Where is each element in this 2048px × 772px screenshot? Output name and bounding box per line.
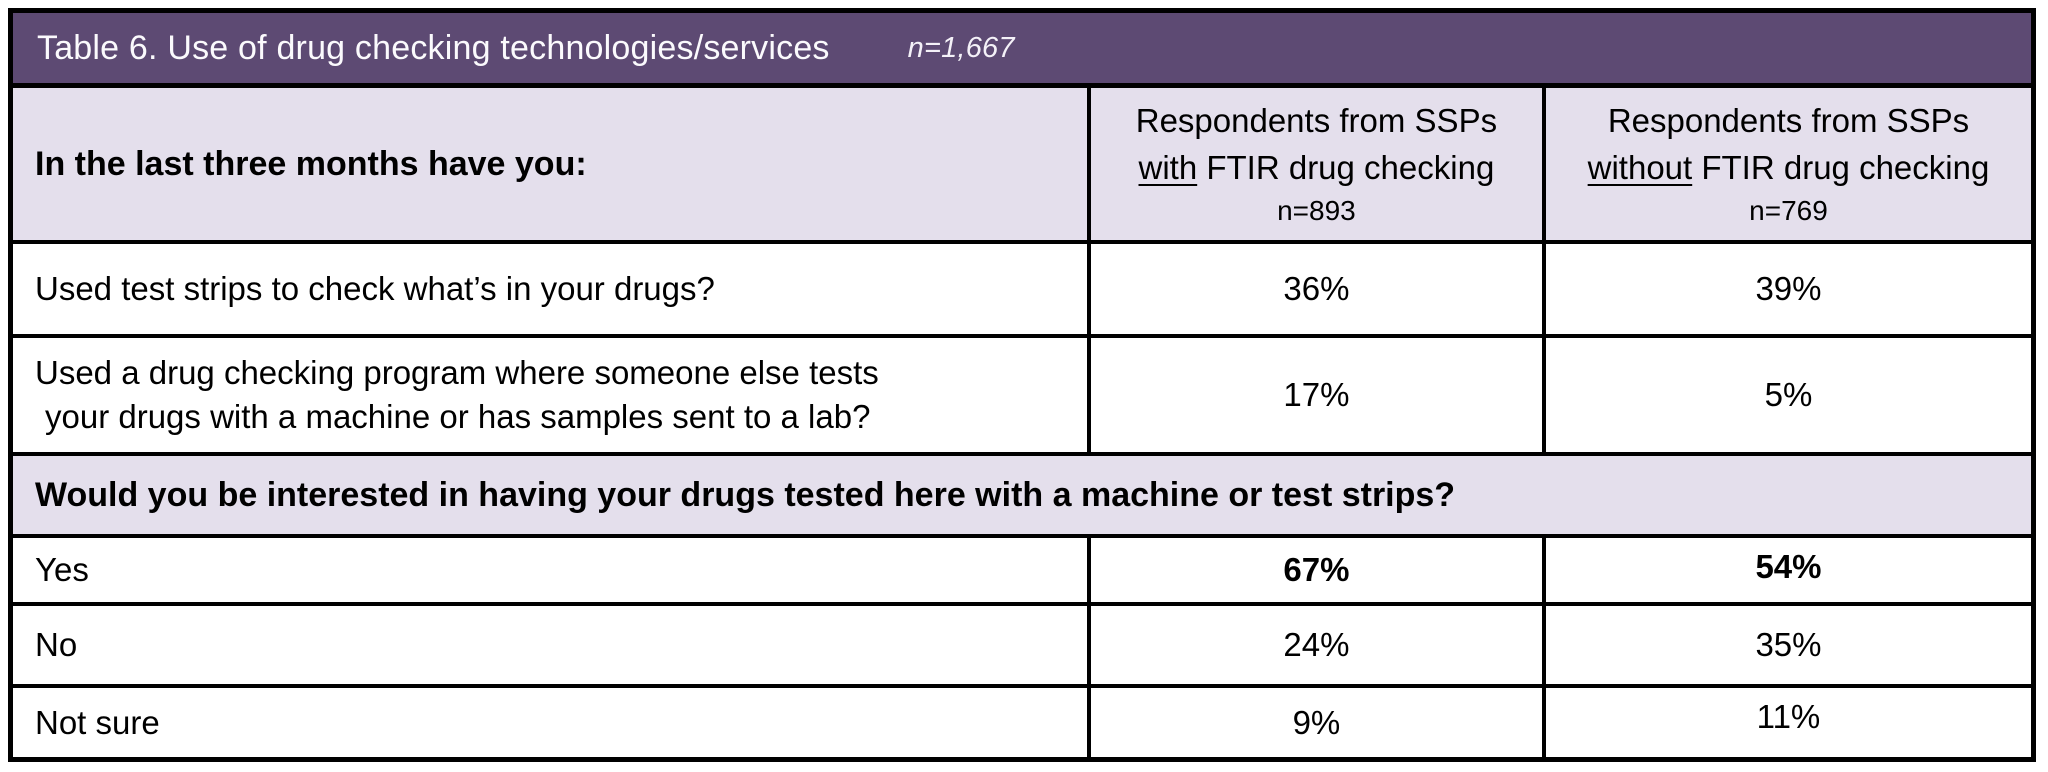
- test-strips-with-ftir-value: 36%: [1086, 244, 1542, 334]
- column-header-without-ftir: Respondents from SSPs without FTIR drug …: [1541, 88, 2031, 240]
- program-with-ftir-value: 17%: [1086, 338, 1542, 452]
- not-sure-with-ftir-value: 9%: [1086, 688, 1542, 757]
- no-without-ftir-value: 35%: [1541, 606, 2031, 684]
- with-ftir-underlined-word: with: [1138, 149, 1198, 186]
- yes-without-ftir-value: 54%: [1541, 538, 2031, 602]
- no-with-ftir-value: 24%: [1086, 606, 1542, 684]
- table-title-bar: Table 6. Use of drug checking technologi…: [13, 13, 2031, 83]
- without-ftir-line2-rest: FTIR drug checking: [1692, 149, 1990, 186]
- answer-label-not-sure: Not sure: [35, 703, 160, 741]
- with-ftir-line2-rest: FTIR drug checking: [1197, 149, 1495, 186]
- with-ftir-line1: Respondents from SSPs: [1135, 102, 1498, 139]
- column-header-with-ftir: Respondents from SSPs with FTIR drug che…: [1086, 88, 1542, 240]
- not-sure-without-ftir-value: 11%: [1541, 688, 2031, 757]
- row-question: Used test strips to check what’s in your…: [35, 270, 715, 307]
- with-ftir-n: n=893: [1277, 195, 1356, 226]
- question-column-header: In the last three months have you:: [35, 144, 587, 183]
- row-question: Used a drug checking program where someo…: [13, 338, 1087, 452]
- table-title: Table 6. Use of drug checking technologi…: [37, 28, 830, 67]
- with-ftir-line2: with FTIR drug checking: [1139, 144, 1495, 191]
- table-sample-size: n=1,667: [907, 31, 1015, 64]
- yes-with-ftir-value: 67%: [1086, 538, 1542, 602]
- table-row-no: No 24% 35%: [13, 602, 2031, 684]
- table-row-test-strips: Used test strips to check what’s in your…: [13, 240, 2031, 334]
- without-ftir-underlined-word: without: [1587, 149, 1693, 186]
- table-row-not-sure: Not sure 9% 11%: [13, 684, 2031, 757]
- table-row-drug-checking-program: Used a drug checking program where someo…: [13, 334, 2031, 452]
- answer-label-no: No: [35, 626, 78, 663]
- program-question-line2: your drugs with a machine or has samples…: [45, 398, 871, 435]
- program-question-line1: Used a drug checking program where someo…: [35, 354, 879, 391]
- answer-label-yes: Yes: [35, 551, 89, 588]
- column-header-row: In the last three months have you: Respo…: [13, 83, 2031, 240]
- without-ftir-n: n=769: [1749, 195, 1828, 226]
- survey-table: Table 6. Use of drug checking technologi…: [8, 8, 2036, 762]
- without-ftir-line2: without FTIR drug checking: [1588, 144, 1990, 191]
- table-row-yes: Yes 67% 54%: [13, 534, 2031, 602]
- interest-section-question: Would you be interested in having your d…: [13, 452, 2031, 534]
- test-strips-without-ftir-value: 39%: [1541, 244, 2031, 334]
- program-without-ftir-value: 5%: [1541, 338, 2031, 452]
- without-ftir-line1: Respondents from SSPs: [1607, 102, 1970, 139]
